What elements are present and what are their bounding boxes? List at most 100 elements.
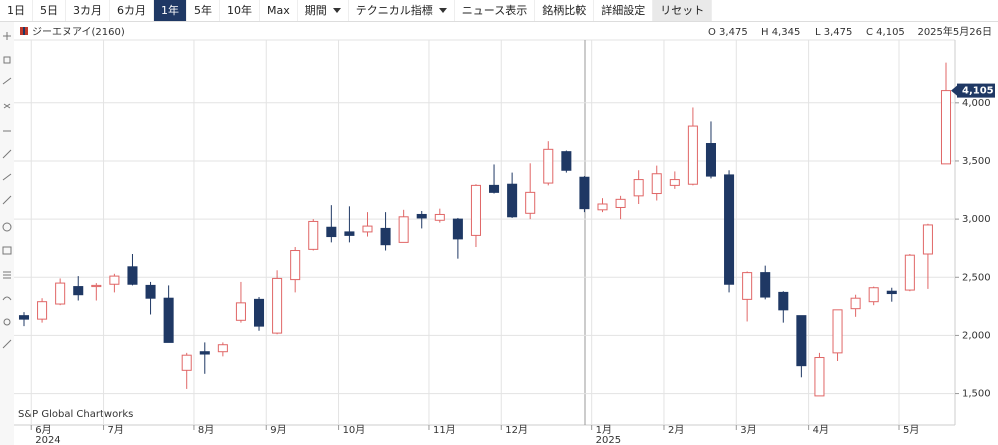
candle-body (543, 148, 554, 184)
toolbar-button[interactable]: 詳細設定 (594, 0, 654, 21)
caret (438, 8, 447, 13)
toolbar-button[interactable]: 10年 (220, 0, 260, 21)
candle-body (778, 291, 789, 311)
toolbar-button[interactable]: リセット (653, 0, 713, 21)
y-tick-label: 1,500 (962, 389, 991, 400)
y-tick-label: 4,000 (962, 98, 991, 109)
button-label: リセット (660, 3, 705, 17)
ohlc-value: O 3,475 (708, 27, 748, 38)
candle-body (579, 176, 590, 210)
candle-body (145, 284, 156, 299)
button-label: 5日 (40, 3, 58, 17)
x-tick-label: 7月 (108, 424, 124, 436)
candle-body (705, 143, 716, 177)
side-toolbar (0, 22, 14, 445)
x-tick-label: 4月 (813, 424, 829, 436)
symbol: ジーエヌアイ(2160) (32, 27, 125, 38)
toolbar: 1日 5日 3カ月 6カ月 1年 5年 10年 Max 期間 テクニカル指標 ニュース表示 銘柄比較詳… (0, 0, 998, 22)
toolbar-button[interactable]: 6カ月 (110, 0, 154, 21)
candle-body (73, 286, 84, 296)
candle-body (37, 301, 48, 320)
candle-body (669, 179, 680, 186)
candle-body (796, 315, 807, 367)
candle-body (922, 224, 933, 255)
candle-body (651, 173, 662, 195)
candle-body (814, 357, 825, 397)
button-label: 1日 (7, 3, 25, 17)
toolbar-button[interactable]: 5日 (33, 0, 66, 21)
toolbar-button[interactable]: 3カ月 (66, 0, 110, 21)
candle-body (398, 216, 409, 243)
candle-body (199, 351, 210, 355)
y-tick-label: 3,500 (962, 156, 991, 167)
caret (332, 8, 341, 13)
toolbar-button[interactable]: Max (260, 0, 298, 21)
x-tick-label: 3月 (740, 424, 756, 436)
candle-body (380, 227, 391, 246)
candle-body (181, 354, 192, 371)
candle-body (18, 315, 30, 320)
ohlc-value: H 4,345 (761, 27, 800, 38)
candle-body (633, 179, 644, 197)
candle-body (525, 191, 536, 214)
candle-body (561, 151, 572, 171)
button-label: 銘柄比較 (542, 3, 587, 17)
x-tick-label: 5月 (903, 424, 919, 436)
last-price-box (957, 83, 995, 98)
button-label: 6カ月 (117, 3, 146, 17)
ohlc-value: L 3,475 (815, 27, 852, 38)
candle-body (362, 225, 373, 233)
candle-body (109, 275, 120, 285)
candle-body (272, 277, 283, 334)
x-tick-label: 11月 (433, 424, 456, 436)
candle-body (416, 213, 427, 219)
candle-body (868, 287, 879, 303)
ohlc-value: C 4,105 (866, 27, 905, 38)
watermark: S&P Global Chartworks (18, 409, 133, 420)
button-label: ニュース表示 (461, 3, 528, 17)
x-tick-label: 12月 (505, 424, 528, 436)
candle-body (326, 226, 337, 238)
x-tick-label: 8月 (198, 424, 214, 436)
toolbar-button[interactable]: ニュース表示 (455, 0, 536, 21)
candle-body (760, 272, 771, 298)
candle-body (724, 174, 735, 285)
candle-body (904, 254, 915, 291)
candle-body (597, 203, 608, 211)
button-label: 期間 (304, 3, 327, 17)
candle-body (55, 282, 66, 305)
button-label: 1年 (161, 3, 179, 17)
candle-body (687, 125, 698, 185)
y-tick-label: 2,500 (962, 272, 991, 283)
button-label: 5年 (194, 3, 212, 17)
toolbar-button[interactable]: 期間 (298, 0, 349, 21)
candle-body (217, 344, 228, 353)
date: 2025年5月26日 (917, 25, 992, 38)
last-price-label: 4,105 (962, 86, 994, 97)
drawing-tools (2, 32, 12, 349)
candle-body (127, 266, 138, 285)
button-label: 10年 (227, 3, 252, 17)
last-price-pointer (951, 85, 957, 96)
candle-body (615, 198, 626, 208)
candle-body (235, 302, 246, 321)
toolbar-button[interactable]: 銘柄比較 (535, 0, 595, 21)
candle-body (290, 250, 301, 281)
button-label: 3カ月 (73, 3, 102, 17)
candle-body (91, 284, 102, 288)
candle-body (452, 218, 463, 240)
candle-body (507, 183, 518, 218)
year-label: 2024 (35, 435, 60, 445)
candle-body (489, 184, 500, 193)
x-tick-label: 10月 (343, 424, 366, 436)
candle-body (742, 272, 753, 300)
candle-body (434, 213, 445, 221)
toolbar-button[interactable]: テクニカル指標 (349, 0, 455, 21)
year-label: 2025 (596, 435, 621, 445)
toolbar-button[interactable]: 1日 (0, 0, 33, 21)
y-tick-label: 2,000 (962, 330, 991, 341)
toolbar-button[interactable]: 1年 (154, 0, 187, 21)
toolbar-button[interactable]: 5年 (187, 0, 220, 21)
candle-body (470, 184, 481, 236)
candle-body (832, 309, 843, 354)
